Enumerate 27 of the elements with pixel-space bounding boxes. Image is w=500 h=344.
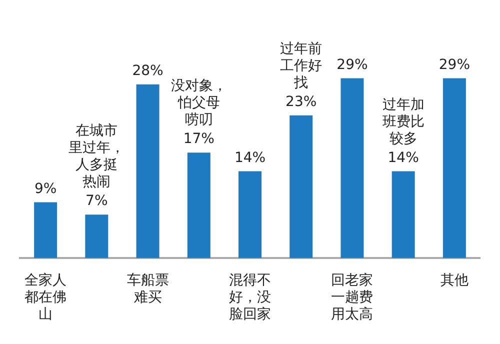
bar [187, 152, 210, 258]
x-tick-label: 没对象，怕父母唠叨 [170, 78, 227, 128]
x-tick-label: 其他 [440, 272, 468, 289]
bar [392, 171, 415, 258]
data-label: 29% [336, 56, 368, 73]
x-tick-label: 混得不好，没脸回家 [229, 272, 271, 323]
bar [442, 78, 466, 258]
x-tick-label: 车船票难买 [126, 272, 169, 306]
data-label: 14% [234, 150, 266, 166]
data-label: 9% [34, 180, 57, 197]
x-tick-label: 回老家一趟费用太高 [331, 272, 374, 323]
x-tick-label: 过年加班费比较多 [382, 96, 424, 147]
bar [85, 214, 108, 258]
x-tick-label: 过年前工作好找 [280, 41, 322, 92]
data-label: 17% [183, 131, 214, 148]
data-label: 29% [438, 56, 470, 73]
x-tick-label: 全家人都在佛山 [24, 272, 67, 323]
bar [238, 171, 262, 258]
bar [290, 115, 313, 258]
data-label: 23% [286, 94, 317, 110]
data-label: 28% [132, 63, 164, 80]
data-label: 7% [86, 193, 108, 210]
x-tick-label: 在城市里过年，人多挺热闹 [68, 123, 125, 190]
bar [34, 202, 58, 258]
bar [136, 84, 160, 258]
bar [340, 78, 364, 258]
data-label: 14% [388, 150, 419, 166]
